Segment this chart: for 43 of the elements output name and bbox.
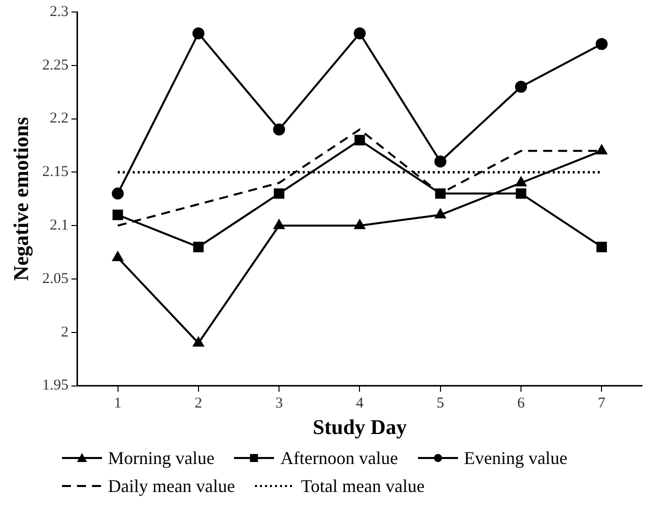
x-axis-title: Study Day [312, 414, 408, 439]
point [596, 38, 608, 50]
point [274, 188, 284, 199]
y-tick-label: 2 [60, 324, 68, 340]
y-tick-label: 1.95 [42, 378, 68, 394]
point [434, 156, 446, 168]
point [193, 337, 204, 347]
point [516, 188, 526, 199]
point [435, 208, 446, 218]
point [354, 27, 366, 40]
legend-label: Total mean value [300, 476, 425, 496]
x-tick-label: 7 [598, 396, 606, 412]
x-tick-label: 2 [194, 396, 202, 412]
point [192, 27, 204, 40]
x-tick-label: 1 [114, 396, 122, 412]
point [273, 123, 286, 136]
x-tick-label: 5 [436, 396, 444, 412]
y-axis-title: Negative emotions [9, 116, 34, 281]
point [354, 134, 365, 146]
y-tick-label: 2.15 [42, 164, 68, 180]
y-tick-label: 2.2 [50, 110, 68, 127]
point [516, 176, 526, 186]
x-tick-label: 4 [356, 396, 364, 412]
legend-label: Afternoon value [280, 448, 398, 468]
point [596, 144, 608, 154]
point [274, 220, 284, 230]
x-tick-label: 6 [517, 396, 526, 412]
x-tick-label: 3 [275, 396, 283, 412]
y-tick-label: 2.3 [50, 4, 68, 20]
y-tick-label: 2.05 [42, 270, 68, 287]
point [354, 220, 366, 230]
point [112, 252, 124, 262]
point [596, 242, 607, 252]
legend-label: Evening value [464, 448, 568, 468]
y-tick-label: 2.1 [50, 218, 68, 234]
point [112, 210, 124, 220]
point [193, 242, 204, 252]
point [435, 188, 446, 199]
point [112, 188, 124, 200]
legend-label: Morning value [108, 448, 214, 468]
legend-label: Daily mean value [108, 476, 235, 496]
y-tick-label: 2.25 [42, 57, 68, 74]
point [515, 80, 528, 93]
